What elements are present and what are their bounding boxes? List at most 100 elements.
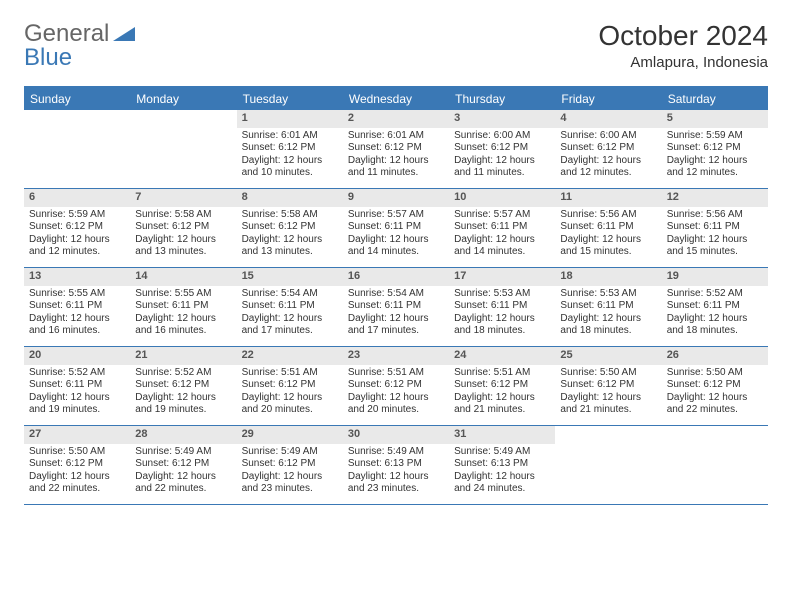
sunrise-text: Sunrise: 5:51 AM bbox=[454, 367, 550, 380]
day-text: Sunrise: 5:58 AMSunset: 6:12 PMDaylight:… bbox=[130, 207, 236, 263]
logo-wrap: General Blue bbox=[24, 20, 137, 72]
sunset-text: Sunset: 6:11 PM bbox=[135, 300, 231, 313]
month-title: October 2024 bbox=[598, 20, 768, 52]
day-cell: 18Sunrise: 5:53 AMSunset: 6:11 PMDayligh… bbox=[555, 268, 661, 346]
sunrise-text: Sunrise: 5:58 AM bbox=[242, 209, 338, 222]
daylight-text: Daylight: 12 hours and 17 minutes. bbox=[348, 313, 444, 338]
day-number bbox=[555, 426, 661, 430]
day-cell: 13Sunrise: 5:55 AMSunset: 6:11 PMDayligh… bbox=[24, 268, 130, 346]
week-row: 1Sunrise: 6:01 AMSunset: 6:12 PMDaylight… bbox=[24, 110, 768, 189]
day-header: Friday bbox=[555, 88, 661, 110]
day-number: 29 bbox=[237, 426, 343, 444]
daylight-text: Daylight: 12 hours and 18 minutes. bbox=[454, 313, 550, 338]
day-number: 26 bbox=[662, 347, 768, 365]
day-text: Sunrise: 5:50 AMSunset: 6:12 PMDaylight:… bbox=[662, 365, 768, 421]
daylight-text: Daylight: 12 hours and 22 minutes. bbox=[29, 471, 125, 496]
day-cell: 6Sunrise: 5:59 AMSunset: 6:12 PMDaylight… bbox=[24, 189, 130, 267]
daylight-text: Daylight: 12 hours and 10 minutes. bbox=[242, 155, 338, 180]
daylight-text: Daylight: 12 hours and 18 minutes. bbox=[560, 313, 656, 338]
day-number: 30 bbox=[343, 426, 449, 444]
sunset-text: Sunset: 6:12 PM bbox=[348, 142, 444, 155]
sunset-text: Sunset: 6:11 PM bbox=[560, 221, 656, 234]
sunset-text: Sunset: 6:11 PM bbox=[348, 221, 444, 234]
day-number: 10 bbox=[449, 189, 555, 207]
sunset-text: Sunset: 6:11 PM bbox=[667, 300, 763, 313]
sunset-text: Sunset: 6:12 PM bbox=[560, 142, 656, 155]
sunset-text: Sunset: 6:11 PM bbox=[29, 379, 125, 392]
day-text: Sunrise: 6:00 AMSunset: 6:12 PMDaylight:… bbox=[449, 128, 555, 184]
sunset-text: Sunset: 6:11 PM bbox=[560, 300, 656, 313]
sunrise-text: Sunrise: 5:53 AM bbox=[454, 288, 550, 301]
sunrise-text: Sunrise: 5:57 AM bbox=[348, 209, 444, 222]
day-text: Sunrise: 5:51 AMSunset: 6:12 PMDaylight:… bbox=[343, 365, 449, 421]
day-text: Sunrise: 6:01 AMSunset: 6:12 PMDaylight:… bbox=[343, 128, 449, 184]
day-cell: 14Sunrise: 5:55 AMSunset: 6:11 PMDayligh… bbox=[130, 268, 236, 346]
day-text: Sunrise: 5:57 AMSunset: 6:11 PMDaylight:… bbox=[343, 207, 449, 263]
day-number: 6 bbox=[24, 189, 130, 207]
sunset-text: Sunset: 6:11 PM bbox=[242, 300, 338, 313]
day-text: Sunrise: 5:58 AMSunset: 6:12 PMDaylight:… bbox=[237, 207, 343, 263]
daylight-text: Daylight: 12 hours and 21 minutes. bbox=[560, 392, 656, 417]
day-number: 9 bbox=[343, 189, 449, 207]
day-cell: 1Sunrise: 6:01 AMSunset: 6:12 PMDaylight… bbox=[237, 110, 343, 188]
daylight-text: Daylight: 12 hours and 16 minutes. bbox=[29, 313, 125, 338]
day-text: Sunrise: 5:55 AMSunset: 6:11 PMDaylight:… bbox=[130, 286, 236, 342]
daylight-text: Daylight: 12 hours and 13 minutes. bbox=[135, 234, 231, 259]
day-cell bbox=[130, 110, 236, 188]
day-text: Sunrise: 5:53 AMSunset: 6:11 PMDaylight:… bbox=[449, 286, 555, 342]
sunrise-text: Sunrise: 5:56 AM bbox=[667, 209, 763, 222]
sunrise-text: Sunrise: 5:49 AM bbox=[348, 446, 444, 459]
day-cell: 31Sunrise: 5:49 AMSunset: 6:13 PMDayligh… bbox=[449, 426, 555, 504]
sunrise-text: Sunrise: 5:49 AM bbox=[242, 446, 338, 459]
daylight-text: Daylight: 12 hours and 11 minutes. bbox=[454, 155, 550, 180]
day-number: 11 bbox=[555, 189, 661, 207]
sunrise-text: Sunrise: 5:49 AM bbox=[135, 446, 231, 459]
day-cell: 26Sunrise: 5:50 AMSunset: 6:12 PMDayligh… bbox=[662, 347, 768, 425]
day-number: 24 bbox=[449, 347, 555, 365]
day-cell: 27Sunrise: 5:50 AMSunset: 6:12 PMDayligh… bbox=[24, 426, 130, 504]
day-text: Sunrise: 5:50 AMSunset: 6:12 PMDaylight:… bbox=[555, 365, 661, 421]
day-cell: 21Sunrise: 5:52 AMSunset: 6:12 PMDayligh… bbox=[130, 347, 236, 425]
sunrise-text: Sunrise: 5:51 AM bbox=[348, 367, 444, 380]
sunrise-text: Sunrise: 5:59 AM bbox=[29, 209, 125, 222]
day-header: Thursday bbox=[449, 88, 555, 110]
daylight-text: Daylight: 12 hours and 14 minutes. bbox=[454, 234, 550, 259]
sunrise-text: Sunrise: 5:55 AM bbox=[135, 288, 231, 301]
day-number: 1 bbox=[237, 110, 343, 128]
day-text: Sunrise: 5:52 AMSunset: 6:11 PMDaylight:… bbox=[662, 286, 768, 342]
sunrise-text: Sunrise: 6:00 AM bbox=[454, 130, 550, 143]
day-cell: 23Sunrise: 5:51 AMSunset: 6:12 PMDayligh… bbox=[343, 347, 449, 425]
title-block: October 2024 Amlapura, Indonesia bbox=[598, 20, 768, 71]
sunrise-text: Sunrise: 5:49 AM bbox=[454, 446, 550, 459]
sunrise-text: Sunrise: 5:58 AM bbox=[135, 209, 231, 222]
sunset-text: Sunset: 6:11 PM bbox=[348, 300, 444, 313]
day-number: 12 bbox=[662, 189, 768, 207]
weeks-container: 1Sunrise: 6:01 AMSunset: 6:12 PMDaylight… bbox=[24, 110, 768, 505]
day-text: Sunrise: 5:56 AMSunset: 6:11 PMDaylight:… bbox=[555, 207, 661, 263]
sunset-text: Sunset: 6:12 PM bbox=[242, 379, 338, 392]
sunset-text: Sunset: 6:12 PM bbox=[454, 379, 550, 392]
day-cell: 22Sunrise: 5:51 AMSunset: 6:12 PMDayligh… bbox=[237, 347, 343, 425]
day-cell: 11Sunrise: 5:56 AMSunset: 6:11 PMDayligh… bbox=[555, 189, 661, 267]
sunrise-text: Sunrise: 5:50 AM bbox=[29, 446, 125, 459]
daylight-text: Daylight: 12 hours and 24 minutes. bbox=[454, 471, 550, 496]
day-cell: 4Sunrise: 6:00 AMSunset: 6:12 PMDaylight… bbox=[555, 110, 661, 188]
sunrise-text: Sunrise: 5:52 AM bbox=[135, 367, 231, 380]
day-text: Sunrise: 5:49 AMSunset: 6:12 PMDaylight:… bbox=[130, 444, 236, 500]
day-text: Sunrise: 5:52 AMSunset: 6:12 PMDaylight:… bbox=[130, 365, 236, 421]
day-cell bbox=[555, 426, 661, 504]
day-number: 19 bbox=[662, 268, 768, 286]
day-cell: 17Sunrise: 5:53 AMSunset: 6:11 PMDayligh… bbox=[449, 268, 555, 346]
header: General Blue October 2024 Amlapura, Indo… bbox=[24, 20, 768, 72]
daylight-text: Daylight: 12 hours and 15 minutes. bbox=[560, 234, 656, 259]
day-header: Sunday bbox=[24, 88, 130, 110]
day-cell: 12Sunrise: 5:56 AMSunset: 6:11 PMDayligh… bbox=[662, 189, 768, 267]
day-number: 7 bbox=[130, 189, 236, 207]
day-cell: 10Sunrise: 5:57 AMSunset: 6:11 PMDayligh… bbox=[449, 189, 555, 267]
day-text: Sunrise: 5:54 AMSunset: 6:11 PMDaylight:… bbox=[343, 286, 449, 342]
day-text: Sunrise: 6:00 AMSunset: 6:12 PMDaylight:… bbox=[555, 128, 661, 184]
day-text: Sunrise: 5:55 AMSunset: 6:11 PMDaylight:… bbox=[24, 286, 130, 342]
day-text: Sunrise: 5:49 AMSunset: 6:12 PMDaylight:… bbox=[237, 444, 343, 500]
week-row: 20Sunrise: 5:52 AMSunset: 6:11 PMDayligh… bbox=[24, 347, 768, 426]
sunset-text: Sunset: 6:11 PM bbox=[29, 300, 125, 313]
